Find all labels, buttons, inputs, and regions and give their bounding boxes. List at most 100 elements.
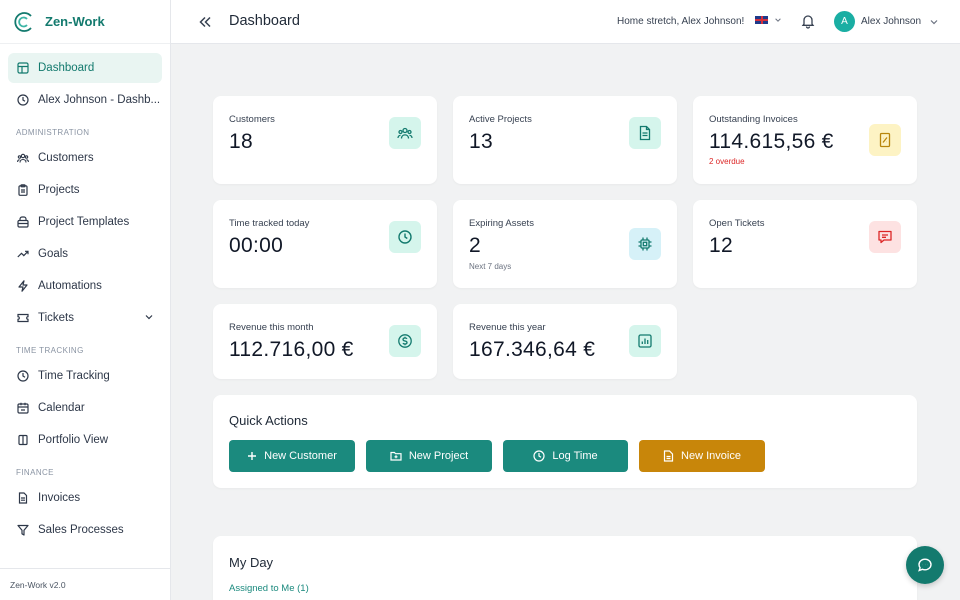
- sidebar-item-portfolio-view[interactable]: Portfolio View: [8, 425, 162, 455]
- sidebar-item-label: Tickets: [38, 312, 74, 324]
- stat-card-revenue-month[interactable]: Revenue this month 112.716,00 €: [213, 304, 437, 379]
- template-icon: [16, 216, 29, 229]
- sidebar-item-tickets[interactable]: Tickets: [8, 303, 162, 333]
- funnel-icon: [16, 524, 29, 537]
- chat-button[interactable]: [906, 546, 944, 584]
- brand-name: Zen-Work: [45, 14, 105, 29]
- stat-sub-overdue: 2 overdue: [709, 157, 745, 166]
- sidebar-item-label: Dashboard: [38, 62, 95, 74]
- sidebar-nav: Dashboard Alex Johnson - Dashb... ADMINI…: [0, 44, 170, 545]
- sidebar-item-label: Project Templates: [38, 216, 130, 228]
- users-icon: [16, 152, 29, 165]
- stat-label: Open Tickets: [709, 218, 765, 229]
- stat-card-time-tracked[interactable]: Time tracked today 00:00: [213, 200, 437, 288]
- dollar-icon: [389, 325, 421, 357]
- language-selector[interactable]: [755, 16, 782, 24]
- sidebar-item-customers[interactable]: Customers: [8, 143, 162, 173]
- sidebar-item-label: Customers: [38, 152, 94, 164]
- sidebar-item-label: Sales Processes: [38, 524, 124, 536]
- sidebar-item-invoices[interactable]: Invoices: [8, 483, 162, 513]
- assigned-to-me-link[interactable]: Assigned to Me (1): [229, 583, 309, 594]
- stat-card-expiring-assets[interactable]: Expiring Assets 2 Next 7 days: [453, 200, 677, 288]
- user-menu[interactable]: A Alex Johnson: [834, 11, 939, 32]
- sidebar-item-personal-dashboard[interactable]: Alex Johnson - Dashb...: [8, 85, 162, 115]
- stat-card-customers[interactable]: Customers 18: [213, 96, 437, 184]
- stat-value: 114.615,56 €: [709, 130, 834, 153]
- new-customer-button[interactable]: New Customer: [229, 440, 355, 472]
- sidebar-item-projects[interactable]: Projects: [8, 175, 162, 205]
- stat-label: Expiring Assets: [469, 218, 534, 229]
- sidebar-item-project-templates[interactable]: Project Templates: [8, 207, 162, 237]
- stat-value: 167.346,64 €: [469, 338, 596, 361]
- dashboard-icon: [16, 62, 29, 75]
- log-time-label: Log Time: [552, 450, 598, 462]
- log-time-button[interactable]: Log Time: [503, 440, 628, 472]
- avatar: A: [834, 11, 855, 32]
- brand[interactable]: Zen-Work: [0, 0, 170, 44]
- clock-icon: [16, 370, 29, 383]
- sidebar-item-dashboard[interactable]: Dashboard: [8, 53, 162, 83]
- plus-icon: [247, 451, 257, 461]
- stat-card-revenue-year[interactable]: Revenue this year 167.346,64 €: [453, 304, 677, 379]
- stat-value: 18: [229, 130, 253, 153]
- bolt-icon: [16, 280, 29, 293]
- zen-logo-icon: [12, 10, 36, 34]
- stat-label: Revenue this month: [229, 322, 314, 333]
- section-title-finance: FINANCE: [16, 468, 54, 477]
- chevron-down-icon[interactable]: [144, 312, 154, 325]
- chip-icon: [629, 228, 661, 260]
- my-day-title: My Day: [229, 555, 274, 570]
- stat-card-active-projects[interactable]: Active Projects 13: [453, 96, 677, 184]
- chevron-down-icon: [774, 16, 782, 24]
- stat-card-outstanding-invoices[interactable]: Outstanding Invoices 114.615,56 € 2 over…: [693, 96, 917, 184]
- chat-icon: [917, 557, 933, 573]
- new-project-label: New Project: [408, 450, 469, 462]
- top-header: Dashboard Home stretch, Alex Johnson! A …: [171, 0, 960, 44]
- stat-value: 12: [709, 234, 733, 257]
- my-day-card: My Day Assigned to Me (1): [213, 536, 917, 600]
- sidebar-item-label: Calendar: [38, 402, 85, 414]
- user-name: Alex Johnson: [861, 16, 922, 27]
- section-title-administration: ADMINISTRATION: [16, 128, 90, 137]
- sidebar-item-label: Automations: [38, 280, 102, 292]
- greeting-text: Home stretch, Alex Johnson!: [617, 16, 745, 27]
- stat-label: Outstanding Invoices: [709, 114, 798, 125]
- sidebar-item-calendar[interactable]: Calendar: [8, 393, 162, 423]
- page-title: Dashboard: [229, 13, 300, 29]
- document-icon: [629, 117, 661, 149]
- sidebar-item-label: Projects: [38, 184, 80, 196]
- sidebar-item-automations[interactable]: Automations: [8, 271, 162, 301]
- notification-bell-icon[interactable]: [800, 13, 816, 29]
- app-version: Zen-Work v2.0: [0, 568, 170, 600]
- sidebar-item-goals[interactable]: Goals: [8, 239, 162, 269]
- stat-sub-period: Next 7 days: [469, 262, 512, 271]
- stat-value: 00:00: [229, 234, 284, 257]
- stat-value: 112.716,00 €: [229, 338, 354, 361]
- message-icon: [869, 221, 901, 253]
- sidebar-item-label: Invoices: [38, 492, 81, 504]
- stat-label: Revenue this year: [469, 322, 546, 333]
- trending-up-icon: [16, 248, 29, 261]
- stat-label: Time tracked today: [229, 218, 310, 229]
- columns-icon: [16, 434, 29, 447]
- clock-icon: [16, 94, 29, 107]
- sidebar-item-label: Portfolio View: [38, 434, 109, 446]
- section-title-time-tracking: TIME TRACKING: [16, 346, 84, 355]
- stat-label: Active Projects: [469, 114, 532, 125]
- stat-card-open-tickets[interactable]: Open Tickets 12: [693, 200, 917, 288]
- users-icon: [389, 117, 421, 149]
- stat-label: Customers: [229, 114, 275, 125]
- sidebar-item-time-tracking[interactable]: Time Tracking: [8, 361, 162, 391]
- document-icon: [663, 450, 674, 462]
- sidebar-item-sales-processes[interactable]: Sales Processes: [8, 515, 162, 545]
- folder-plus-icon: [390, 450, 402, 462]
- uk-flag-icon: [755, 16, 768, 24]
- sidebar-item-label: Time Tracking: [38, 370, 110, 382]
- ticket-icon: [16, 312, 29, 325]
- receipt-icon: [869, 124, 901, 156]
- new-project-button[interactable]: New Project: [366, 440, 492, 472]
- new-invoice-button[interactable]: New Invoice: [639, 440, 765, 472]
- collapse-sidebar-icon[interactable]: [197, 14, 213, 30]
- quick-actions-card: Quick Actions New Customer New Project L…: [213, 395, 917, 488]
- sidebar-item-label: Alex Johnson - Dashb...: [38, 94, 161, 106]
